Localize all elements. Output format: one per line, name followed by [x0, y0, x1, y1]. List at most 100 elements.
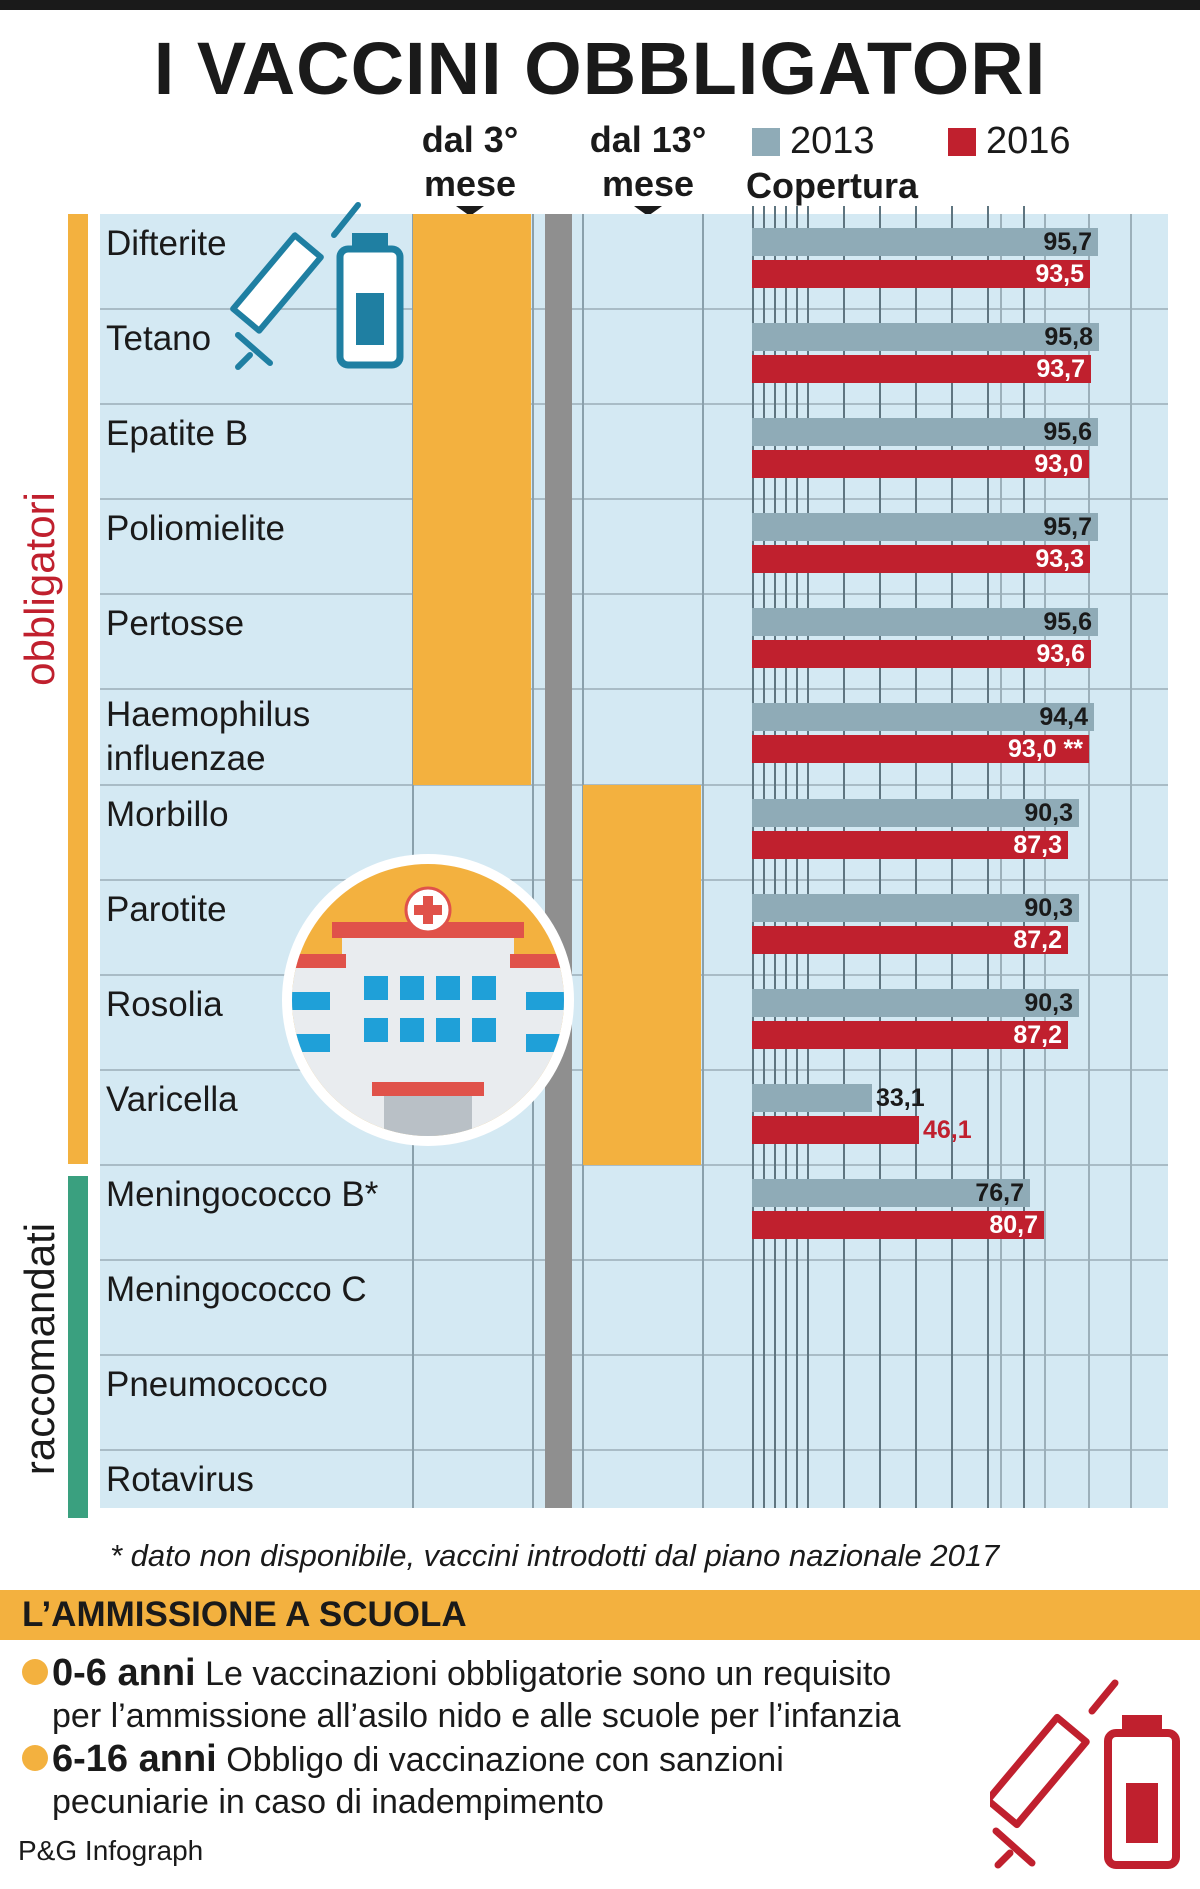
value-label-2016: 46,1	[923, 1116, 972, 1144]
bar-2013	[752, 418, 1098, 446]
value-label-2016: 87,2	[1013, 926, 1062, 954]
vaccine-name: Epatite B	[106, 414, 249, 453]
row-divider	[100, 688, 1168, 690]
hospital-icon	[282, 854, 574, 1146]
vaccine-name: Haemophilus influenzae	[106, 695, 311, 778]
value-label-2013: 95,7	[1043, 228, 1092, 256]
row-divider	[100, 1259, 1168, 1261]
rule-6-16-line1: Obbligo di vaccinazione con sanzioni	[226, 1741, 784, 1779]
vial-icon	[336, 233, 404, 369]
coverage-gridline	[1130, 214, 1132, 1508]
value-label-2013: 95,8	[1044, 323, 1093, 351]
rule-6-16-line2: pecuniarie in caso di inadempimento	[52, 1783, 604, 1821]
legend-2016: 2016	[948, 120, 1071, 163]
schedule-block-3-month	[413, 214, 531, 785]
column-divider	[532, 214, 534, 1508]
column-header-3-line2: mese	[423, 163, 517, 204]
bar-2013	[752, 513, 1098, 541]
bar-2016	[752, 355, 1091, 383]
value-label-2013: 33,1	[876, 1084, 925, 1112]
column-divider	[702, 214, 704, 1508]
bar-2013	[752, 703, 1094, 731]
value-label-2016: 87,2	[1013, 1021, 1062, 1049]
value-label-2016: 93,3	[1035, 545, 1084, 573]
bar-2013	[752, 989, 1079, 1017]
rule-0-6-line1: Le vaccinazioni obbligatorie sono un req…	[205, 1655, 892, 1693]
bar-2016	[752, 545, 1090, 573]
vial-icon	[1104, 1715, 1180, 1869]
value-label-2013: 90,3	[1024, 894, 1073, 922]
bar-2016	[752, 450, 1089, 478]
vaccine-name: Poliomielite	[106, 509, 285, 548]
vaccine-name: Meningococco B*	[106, 1175, 379, 1214]
school-section-heading: L’AMMISSIONE A SCUOLA	[0, 1590, 1200, 1640]
legend-label-2013: 2013	[790, 120, 875, 162]
vaccine-name: Varicella	[106, 1080, 238, 1119]
value-label-2013: 95,7	[1043, 513, 1092, 541]
bar-2013	[752, 799, 1079, 827]
vaccine-name: Rotavirus	[106, 1460, 254, 1499]
bar-2016	[752, 640, 1091, 668]
bar-2013	[752, 1179, 1030, 1207]
value-label-2016: 93,0	[1034, 450, 1083, 478]
group-label-recommended: raccomandati	[16, 1222, 63, 1476]
value-label-2013: 94,4	[1039, 703, 1088, 731]
row-divider	[100, 1164, 1168, 1166]
vaccine-name: Tetano	[106, 319, 212, 358]
arrow-down-icon	[456, 206, 484, 216]
bullet-icon	[22, 1659, 48, 1686]
rule-0-6-line2: per l’ammissione all’asilo nido e alle s…	[52, 1697, 901, 1735]
bar-2016	[752, 926, 1068, 954]
vaccine-name: Morbillo	[106, 795, 229, 834]
bar-2016	[752, 260, 1090, 288]
bar-2013	[752, 323, 1099, 351]
column-header-13-month: dal 13° mese	[578, 118, 718, 216]
vaccine-name: Difterite	[106, 224, 227, 263]
page-title: I VACCINI OBBLIGATORI	[153, 27, 1047, 110]
vaccine-name: Pneumococco	[106, 1365, 328, 1404]
value-label-2016: 87,3	[1013, 831, 1062, 859]
bar-2013	[752, 894, 1079, 922]
row-divider	[100, 403, 1168, 405]
row-divider	[100, 1449, 1168, 1451]
school-rule-0-6: 0-6 anni Le vaccinazioni obbligatorie so…	[22, 1652, 901, 1735]
value-label-2016: 80,7	[989, 1211, 1038, 1239]
bullet-icon	[22, 1745, 48, 1772]
legend-2013: 2013	[752, 120, 875, 163]
rule-0-6-age: 0-6 anni	[52, 1652, 196, 1694]
row-divider	[100, 308, 1168, 310]
bar-2013	[752, 608, 1098, 636]
vaccine-name: Pertosse	[106, 604, 245, 643]
coverage-gridline	[1044, 214, 1046, 1508]
bar-2013	[752, 228, 1098, 256]
value-label-2016: 93,7	[1036, 355, 1085, 383]
vaccine-name: Parotite	[106, 890, 227, 929]
schedule-block-13-month	[583, 785, 701, 1165]
group-label-mandatory: obbligatori	[16, 492, 63, 686]
row-divider	[100, 1354, 1168, 1356]
syringe-vial-icon-red	[990, 1679, 1180, 1869]
vaccine-name: Meningococco C	[106, 1270, 367, 1309]
column-header-3-line1: dal 3°	[421, 119, 519, 160]
syringe-icon	[230, 202, 361, 370]
bar-2016	[752, 1116, 919, 1144]
vaccine-name: Rosolia	[106, 985, 223, 1024]
bar-2016	[752, 1211, 1044, 1239]
credit: P&G Infograph	[18, 1835, 204, 1866]
legend-swatch-2013	[752, 127, 780, 156]
coverage-gridline	[1088, 214, 1090, 1508]
legend-swatch-2016	[948, 127, 976, 156]
row-divider	[100, 593, 1168, 595]
row-divider	[100, 498, 1168, 500]
legend-label-2016: 2016	[986, 120, 1071, 162]
syringe-icon	[990, 1679, 1119, 1869]
value-label-2013: 95,6	[1043, 608, 1092, 636]
rule-6-16-age: 6-16 anni	[52, 1738, 217, 1780]
bar-2016	[752, 735, 1089, 763]
syringe-vial-icon	[230, 202, 404, 370]
coverage-label: Copertura	[746, 165, 919, 206]
column-header-13-line2: mese	[601, 163, 695, 204]
bar-2016	[752, 831, 1068, 859]
column-header-13-line1: dal 13°	[589, 119, 707, 160]
coverage-gridline	[1000, 214, 1002, 1508]
